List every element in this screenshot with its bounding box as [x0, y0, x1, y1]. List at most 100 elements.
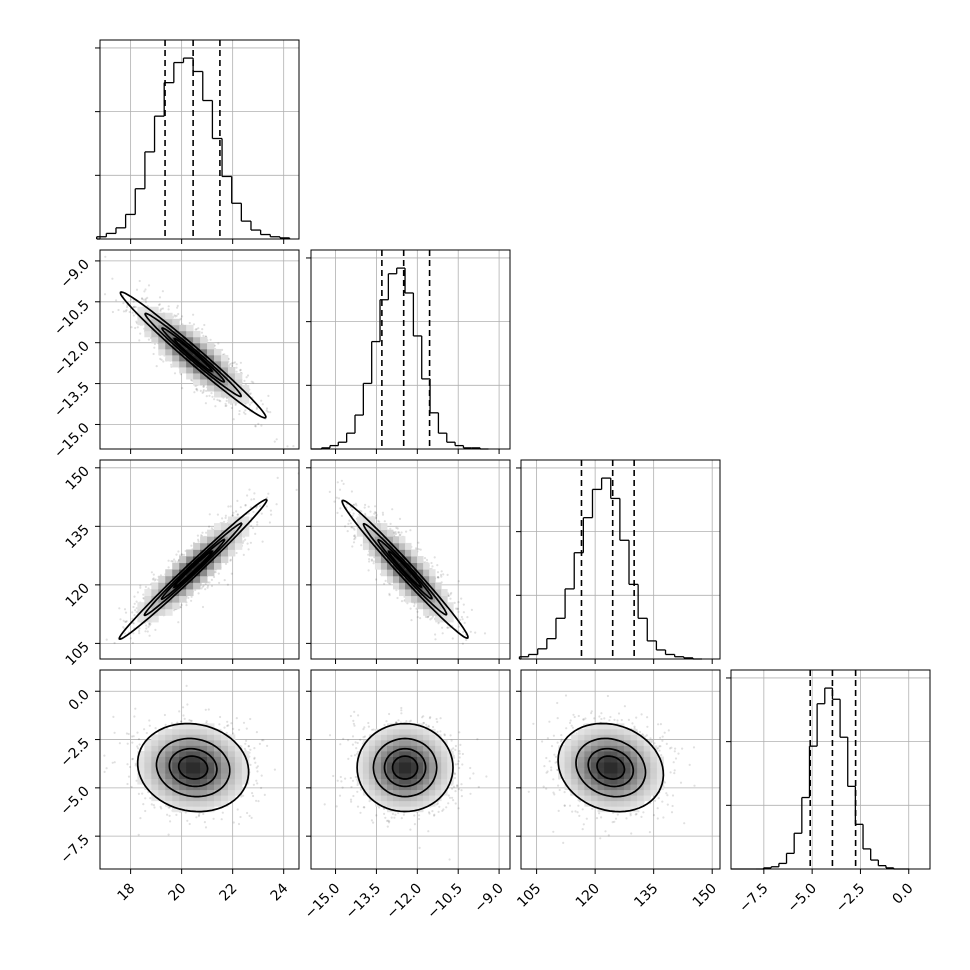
heatmap-cell	[186, 549, 194, 557]
heatmap-cell	[234, 542, 243, 550]
scatter-point	[197, 327, 200, 330]
scatter-point	[211, 395, 214, 398]
scatter-point	[230, 572, 233, 575]
scatter-point	[344, 525, 347, 528]
scatter-point	[181, 387, 184, 390]
scatter-point	[132, 605, 135, 609]
scatter-point	[398, 531, 401, 534]
scatter-point	[229, 363, 232, 366]
scatter-point	[236, 499, 239, 502]
heatmap-cell	[179, 330, 187, 338]
scatter-point	[265, 409, 268, 412]
x-axis-ticks	[130, 239, 285, 244]
scatter-point	[167, 566, 170, 569]
heatmap-cell	[207, 379, 215, 386]
heatmap-cell	[172, 360, 180, 368]
heatmap-cell	[186, 556, 194, 564]
scatter-point	[381, 513, 385, 516]
scatter-point	[104, 255, 107, 258]
heatmap-cell	[200, 556, 208, 564]
heatmap-cell	[158, 318, 166, 326]
heatmap-cell	[207, 385, 215, 392]
scatter-point	[265, 505, 268, 508]
scatter-point	[373, 556, 376, 559]
scatter-point	[436, 571, 440, 574]
scatter-point	[437, 622, 440, 625]
scatter-point	[213, 398, 216, 401]
scatter-point	[348, 519, 351, 522]
scatter-point	[345, 503, 348, 506]
scatter-point	[138, 629, 141, 633]
scatter-point	[195, 388, 198, 391]
heatmap-cell	[234, 385, 243, 392]
scatter-point	[238, 409, 241, 413]
heatmap-cell	[193, 562, 201, 570]
heatmap-cell	[241, 529, 250, 537]
scatter-point	[419, 548, 422, 551]
scatter-point	[177, 621, 180, 624]
x-tick-label: 0.0	[890, 881, 917, 908]
heatmap-cell	[186, 582, 194, 590]
heatmap-cell	[158, 348, 166, 356]
scatter-point	[254, 425, 257, 428]
scatter-point	[167, 308, 170, 311]
heatmap-cell	[172, 569, 180, 577]
scatter-point	[230, 364, 234, 367]
scatter-point	[144, 299, 147, 302]
scatter-point	[446, 573, 449, 577]
scatter-point	[434, 638, 437, 641]
scatter-point	[450, 591, 453, 595]
scatter-point	[132, 306, 135, 309]
scatter-point	[370, 558, 374, 561]
scatter-point	[192, 313, 195, 316]
heatmap-cell	[186, 324, 194, 332]
heatmap-cell	[165, 348, 173, 356]
scatter-point	[195, 328, 198, 331]
scatter-point	[203, 323, 206, 327]
scatter-point	[229, 558, 232, 561]
scatter-point	[451, 637, 454, 640]
scatter-point	[252, 510, 255, 513]
scatter-point	[125, 309, 128, 312]
scatter-point	[144, 288, 147, 291]
scatter-point	[353, 534, 356, 537]
scatter-point	[217, 572, 220, 575]
scatter-point	[395, 589, 398, 592]
scatter-point	[154, 628, 157, 632]
scatter-point	[177, 550, 180, 553]
scatter-point	[446, 626, 449, 629]
y-tick-label: −15.0	[51, 420, 93, 462]
scatter-point	[242, 411, 246, 414]
scatter-point	[139, 586, 142, 589]
scatter-point	[187, 596, 190, 600]
scatter-point	[183, 553, 186, 556]
heatmap-cell	[214, 562, 222, 570]
scatter-point	[430, 617, 433, 620]
heatmap-cell	[179, 324, 187, 332]
scatter-point	[353, 528, 356, 531]
scatter-point	[133, 595, 136, 598]
scatter-point	[153, 342, 156, 346]
scatter-point	[230, 362, 233, 365]
heatmap-cell	[214, 523, 222, 531]
scatter-point	[453, 601, 456, 605]
x-axis-ticks	[335, 449, 500, 454]
scatter-point	[250, 524, 253, 528]
scatter-point	[447, 594, 451, 598]
y-axis-ticks	[95, 260, 100, 425]
heatmap-cell	[165, 608, 173, 616]
scatter-point	[173, 372, 177, 375]
heatmap-cell	[137, 318, 145, 326]
scatter-point	[140, 297, 144, 300]
scatter-point	[413, 604, 416, 608]
scatter-point	[130, 298, 133, 301]
contour-line	[173, 550, 214, 589]
scatter-point	[339, 507, 342, 510]
scatter-point	[474, 631, 477, 634]
scatter-point	[184, 549, 187, 553]
scatter-point	[236, 513, 239, 516]
scatter-point	[244, 412, 247, 416]
scatter-point	[197, 592, 200, 595]
heatmap-cell	[200, 360, 208, 368]
scatter-point	[250, 401, 253, 404]
